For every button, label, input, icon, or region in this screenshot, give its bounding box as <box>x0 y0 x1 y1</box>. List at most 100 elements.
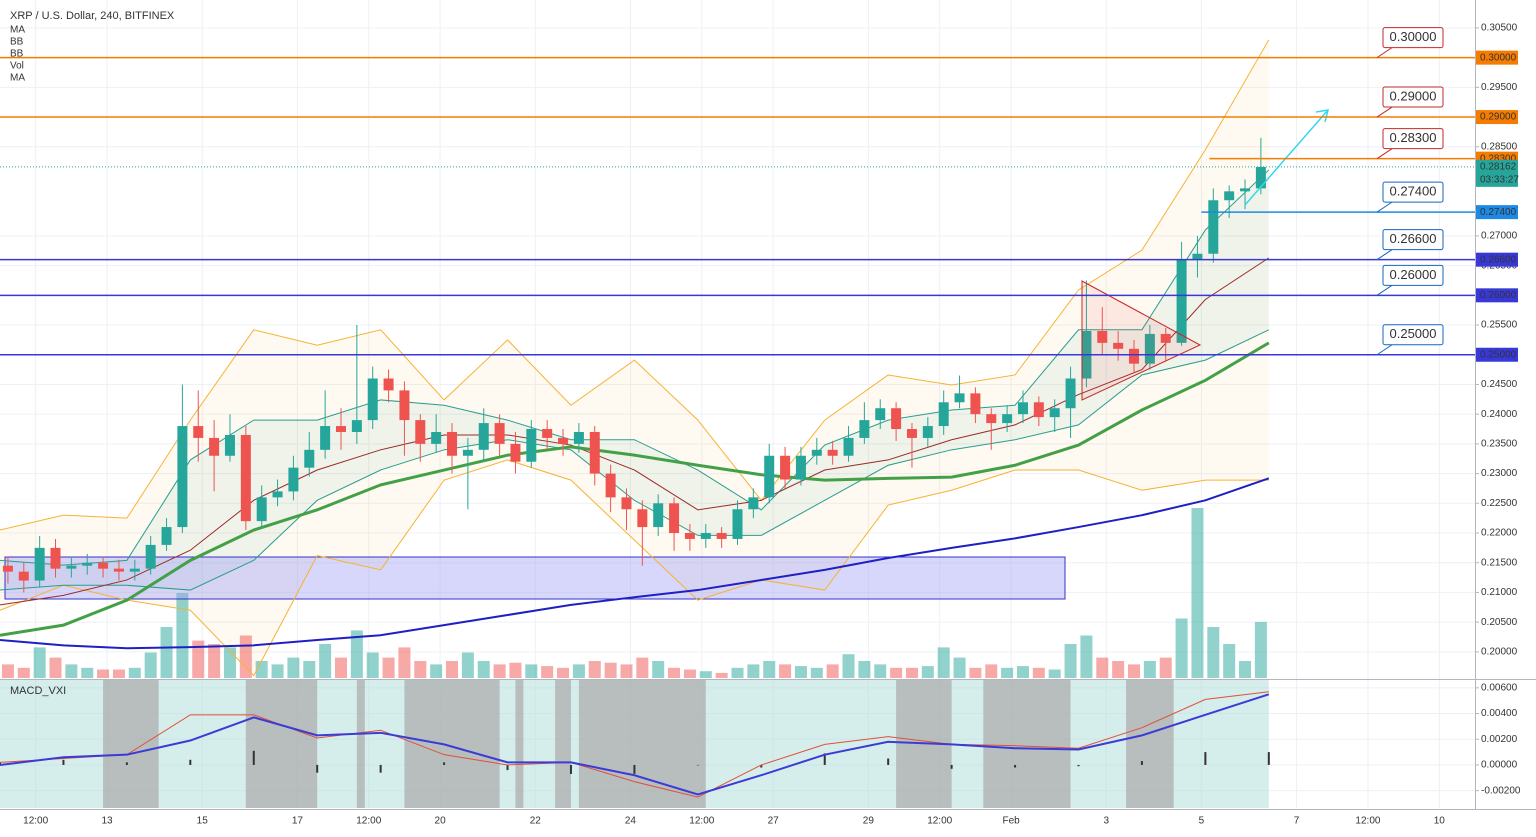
x-tick-label: 7 <box>1294 816 1300 827</box>
axis-level-label: 0.28300 <box>1480 153 1517 164</box>
candle-body <box>240 434 251 522</box>
volume-bar <box>287 657 300 678</box>
macd-line <box>0 693 1270 796</box>
band-fill <box>0 169 1269 591</box>
volume-bar <box>160 627 173 678</box>
volume-bar <box>1239 661 1252 678</box>
y-tick-label: 0.22000 <box>1481 528 1518 539</box>
macd-shade <box>983 680 1071 808</box>
candle-body <box>669 503 680 534</box>
axis-level-label: 0.25000 <box>1480 349 1517 360</box>
macd-tick-label: 0.00400 <box>1481 708 1518 719</box>
indicator-label: BB <box>10 49 24 60</box>
candle-body <box>193 426 204 438</box>
volume-bar <box>1128 664 1141 678</box>
candle-body <box>1255 166 1266 189</box>
volume-bar <box>1175 618 1188 678</box>
callout-box <box>1382 264 1444 286</box>
macd-histogram <box>379 764 382 773</box>
volume-bar <box>350 630 363 678</box>
axis-level-box <box>1476 110 1518 125</box>
callout-tail <box>1376 344 1393 356</box>
candle-body <box>526 429 537 462</box>
x-tick-label: 10 <box>1434 816 1446 827</box>
candle-body <box>954 393 965 403</box>
volume-bar <box>1080 635 1093 678</box>
volume-bar <box>858 661 871 678</box>
volume-bar <box>430 664 443 678</box>
moving-average <box>0 477 1270 650</box>
x-tick-label: 12:00 <box>23 816 48 827</box>
volume-bar <box>683 669 696 678</box>
callout-box <box>1382 181 1444 203</box>
candle-body <box>98 562 109 569</box>
candle-body <box>1113 342 1124 349</box>
volume-bar <box>1016 666 1029 678</box>
volume-bar <box>366 652 379 678</box>
volume-bar <box>1254 621 1267 678</box>
candle-body <box>589 431 600 474</box>
callout-box <box>1382 27 1444 49</box>
macd-histogram <box>760 764 763 768</box>
candle-body <box>399 390 410 421</box>
volume-bar <box>192 640 205 678</box>
x-tick-label: 24 <box>625 816 637 827</box>
candle-body <box>1002 414 1013 424</box>
candle-body <box>1240 188 1251 192</box>
volume-bar <box>1143 661 1156 678</box>
callout-box <box>1382 86 1444 108</box>
volume-bar <box>763 661 776 678</box>
volume-bar <box>271 664 284 678</box>
indicator-label: Vol <box>10 61 24 72</box>
volume-bar <box>97 669 110 678</box>
volume-bar <box>144 652 157 678</box>
x-tick-label: Feb <box>1002 816 1020 827</box>
candle-body <box>859 420 870 438</box>
x-tick-label: 17 <box>292 816 304 827</box>
y-tick-label: 0.24500 <box>1481 379 1518 390</box>
macd-shade <box>515 680 524 808</box>
y-tick-label: 0.28500 <box>1481 141 1518 152</box>
macd-histogram <box>125 762 128 765</box>
candle-body <box>50 547 61 569</box>
volume-bar <box>985 664 998 678</box>
candle-body <box>938 402 949 427</box>
y-tick-label: 0.23500 <box>1481 439 1518 450</box>
y-tick-label: 0.20500 <box>1481 617 1518 628</box>
front-layer: 0.30000 0.29000 0.28300 0.27400 0.26600 0.260… <box>0 27 1475 356</box>
x-tick-label: 12:00 <box>1355 816 1380 827</box>
candle-body <box>906 429 917 438</box>
axis-level-box <box>1476 205 1518 220</box>
candle-body <box>304 449 315 468</box>
macd-histogram <box>633 764 636 774</box>
candle-body <box>764 455 775 498</box>
candle-body <box>447 431 458 456</box>
volume-bar <box>1001 667 1014 678</box>
volume-bar <box>620 664 633 678</box>
indicator-label: MA <box>10 73 25 84</box>
candle-body <box>383 378 394 391</box>
volume-bar <box>572 664 585 678</box>
y-tick-label: 0.24000 <box>1481 409 1518 420</box>
candle-body <box>335 426 346 432</box>
axis-level-label: 0.26600 <box>1480 254 1517 265</box>
macd-histogram <box>0 762 1 765</box>
candle-body <box>1049 408 1060 418</box>
macd-histogram <box>316 764 319 773</box>
candle-body <box>1176 259 1187 343</box>
x-tick-label: 5 <box>1199 816 1205 827</box>
macd-histogram <box>1077 764 1080 767</box>
candle-body <box>1097 330 1108 343</box>
macd-histogram <box>62 759 65 765</box>
macd-histogram <box>569 764 572 774</box>
callout-tail <box>1376 47 1393 59</box>
callout-tail <box>1376 284 1393 296</box>
candle-body <box>970 393 981 415</box>
volume-bar <box>477 661 490 678</box>
volume-bar <box>1032 667 1045 678</box>
candle-body <box>367 378 378 421</box>
volume-bar <box>604 662 617 678</box>
candle-body <box>272 491 283 498</box>
volume-bar <box>953 657 966 678</box>
